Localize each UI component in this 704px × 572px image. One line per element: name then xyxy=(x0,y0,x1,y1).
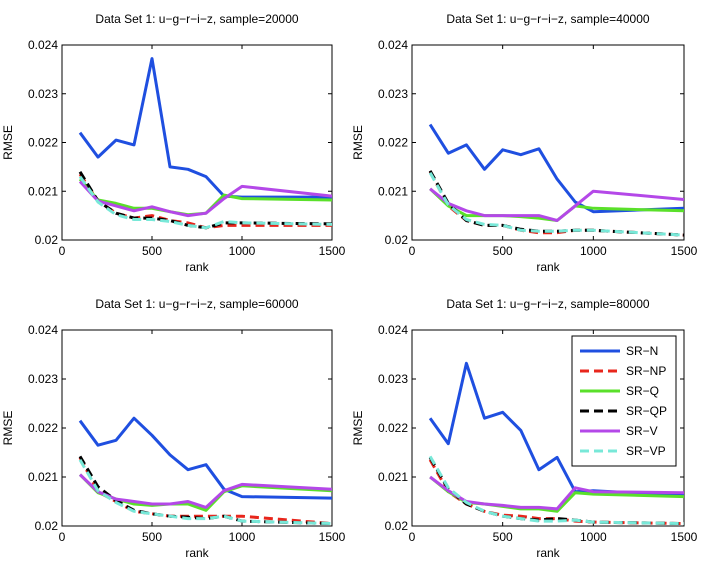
series-group xyxy=(78,57,332,230)
y-tick-label: 0.022 xyxy=(28,136,58,150)
legend-label: SR−NP xyxy=(626,364,666,378)
x-tick-label: 500 xyxy=(493,530,513,544)
legend-box xyxy=(571,335,677,467)
x-tick-label: 0 xyxy=(59,244,66,258)
x-tick-label: 1000 xyxy=(229,244,256,258)
legend-label: SR−VP xyxy=(626,444,666,458)
y-tick-label: 0.021 xyxy=(378,184,408,198)
series-line-srvp xyxy=(78,175,332,230)
series-group xyxy=(428,123,684,237)
series-line-srn xyxy=(428,123,684,214)
series-line-srn xyxy=(78,416,332,500)
x-tick-label: 1500 xyxy=(319,530,346,544)
y-tick-label: 0.024 xyxy=(28,323,58,337)
legend-label: SR−QP xyxy=(626,404,667,418)
y-axis-label: RMSE xyxy=(1,411,15,446)
y-tick-label: 0.02 xyxy=(385,233,409,247)
series-line-srv xyxy=(78,180,332,218)
axes-box xyxy=(61,44,333,241)
chart-title: Data Set 1: u−g−r−i−z, sample=20000 xyxy=(95,12,298,26)
y-tick-label: 0.024 xyxy=(378,38,408,52)
legend-label: SR−N xyxy=(626,344,658,358)
legend-label: SR−V xyxy=(626,424,658,438)
y-tick-label: 0.021 xyxy=(28,470,58,484)
y-tick-label: 0.02 xyxy=(385,519,409,533)
chart-panel-4: Data Set 1: u−g−r−i−z, sample=80000 0 500 1… xyxy=(351,297,698,560)
series-line-srq xyxy=(429,187,684,222)
x-axis-label: rank xyxy=(536,260,560,274)
y-axis-label: RMSE xyxy=(351,125,365,160)
series-group xyxy=(428,361,684,526)
series-line-srn xyxy=(428,361,684,498)
series-line-srqp xyxy=(428,456,684,526)
x-tick-label: 1000 xyxy=(580,244,607,258)
chart-panel-3: Data Set 1: u−g−r−i−z, sample=60000 0 500 1… xyxy=(1,297,346,560)
series-line-srv xyxy=(429,187,684,222)
y-tick-label: 0.02 xyxy=(35,519,59,533)
x-tick-label: 0 xyxy=(409,244,416,258)
y-tick-label: 0.021 xyxy=(378,470,408,484)
series-group xyxy=(78,416,332,526)
y-tick-label: 0.024 xyxy=(378,323,408,337)
x-axis-label: rank xyxy=(185,260,209,274)
x-tick-label: 500 xyxy=(142,244,162,258)
x-tick-label: 1500 xyxy=(671,530,698,544)
y-tick-label: 0.023 xyxy=(378,372,408,386)
series-line-srnp xyxy=(428,459,684,526)
y-tick-label: 0.023 xyxy=(28,372,58,386)
x-tick-label: 1000 xyxy=(580,530,607,544)
x-tick-label: 1500 xyxy=(319,244,346,258)
legend: SR−N SR−NP SR−Q SR−QP SR−V SR−VP xyxy=(571,335,677,467)
chart-title: Data Set 1: u−g−r−i−z, sample=80000 xyxy=(446,297,649,311)
chart-title: Data Set 1: u−g−r−i−z, sample=40000 xyxy=(446,12,649,26)
x-axis-label: rank xyxy=(536,546,560,560)
y-tick-label: 0.02 xyxy=(35,233,59,247)
chart-panel-1: Data Set 1: u−g−r−i−z, sample=20000 0 500 1… xyxy=(1,12,346,274)
series-line-srv xyxy=(78,473,332,509)
chart-title: Data Set 1: u−g−r−i−z, sample=60000 xyxy=(95,297,298,311)
y-axis-label: RMSE xyxy=(1,125,15,160)
series-line-srn xyxy=(78,57,332,199)
series-line-srvp xyxy=(428,455,684,526)
series-line-srnp xyxy=(78,173,332,230)
series-line-srv xyxy=(429,475,684,511)
x-tick-label: 0 xyxy=(409,530,416,544)
x-tick-label: 500 xyxy=(142,530,162,544)
y-tick-label: 0.022 xyxy=(378,421,408,435)
y-axis-label: RMSE xyxy=(351,411,365,446)
legend-label: SR−Q xyxy=(626,384,659,398)
y-tick-label: 0.024 xyxy=(28,38,58,52)
x-tick-label: 1000 xyxy=(229,530,256,544)
series-line-srvp xyxy=(428,171,684,237)
x-tick-label: 0 xyxy=(59,530,66,544)
x-tick-label: 1500 xyxy=(671,244,698,258)
y-tick-label: 0.023 xyxy=(28,87,58,101)
y-tick-label: 0.023 xyxy=(378,87,408,101)
chart-panel-2: Data Set 1: u−g−r−i−z, sample=40000 0 500 1… xyxy=(351,12,698,274)
series-line-srvp xyxy=(78,459,332,526)
x-axis-label: rank xyxy=(185,546,209,560)
y-tick-label: 0.021 xyxy=(28,184,58,198)
x-tick-label: 500 xyxy=(493,244,513,258)
y-tick-label: 0.022 xyxy=(28,421,58,435)
y-tick-label: 0.022 xyxy=(378,136,408,150)
series-line-srnp xyxy=(78,456,332,526)
